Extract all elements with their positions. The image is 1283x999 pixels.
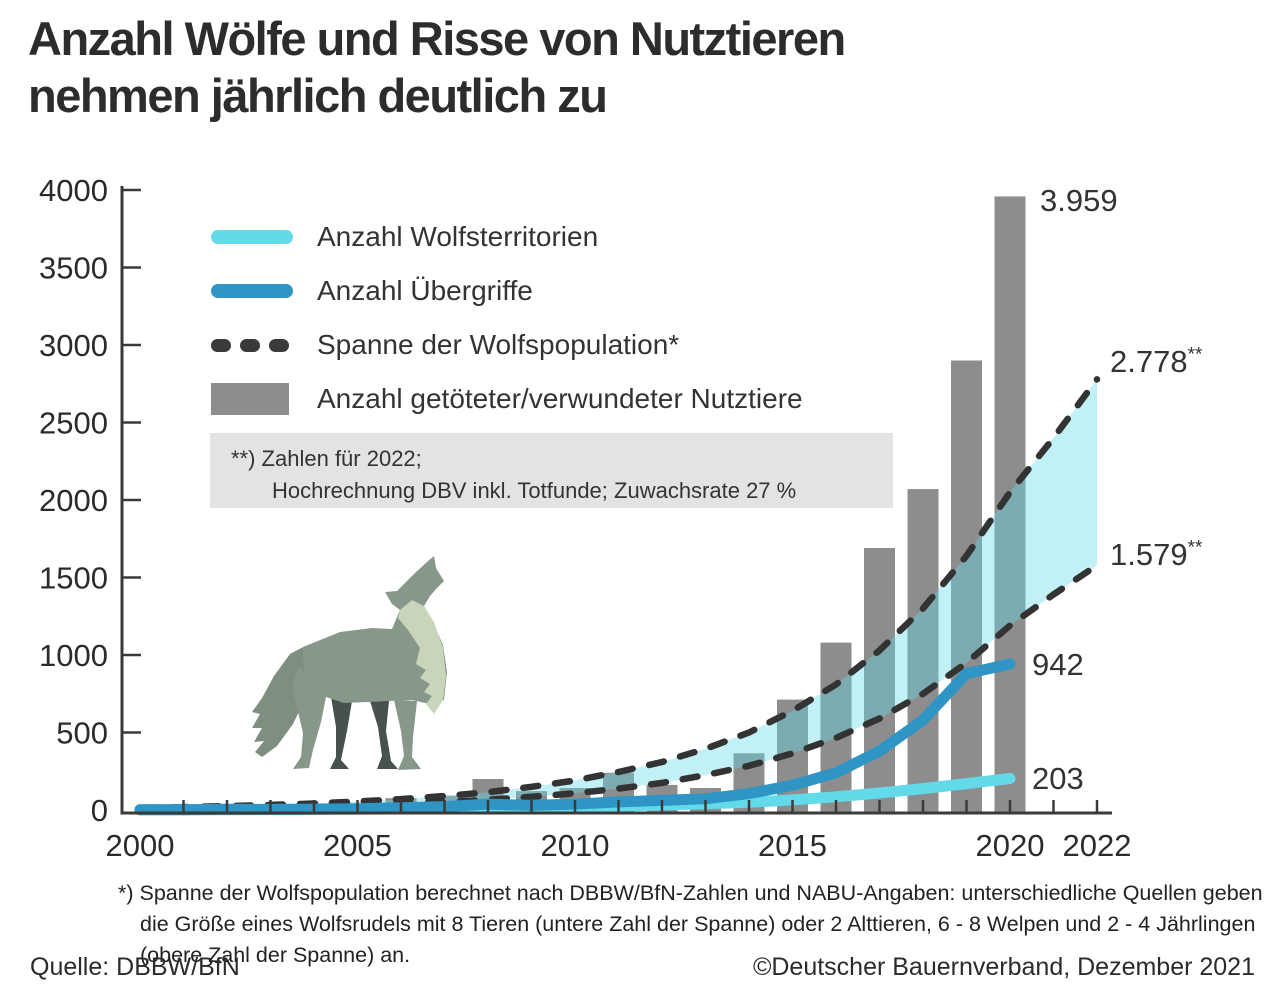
wolf-far-hind-leg: [330, 697, 352, 769]
note-line2: Hochrechnung DBV inkl. Totfunde; Zuwachs…: [272, 478, 797, 503]
y-axis: 0 500 1000 1500 2000 2500 3000 3500 4000: [39, 173, 141, 828]
attacks-line-swatch: [211, 284, 293, 298]
y-tick-label-2500: 2500: [39, 406, 108, 441]
footnote-line1: *) Spanne der Wolfspopulation berechnet …: [118, 881, 1263, 905]
x-tick-label-2015: 2015: [758, 828, 827, 863]
footnote-line3: (obere Zahl der Spanne) an.: [140, 943, 411, 967]
legend-item-livestock-bars: Anzahl getöteter/verwundeter Nutztiere: [211, 372, 803, 426]
x-tick-label-2005: 2005: [323, 828, 392, 863]
legend-label: Spanne der Wolfspopulation*: [317, 329, 680, 360]
wolf-near-front-leg: [394, 700, 421, 770]
bar-2019: [951, 360, 982, 812]
legend-item-attacks: Anzahl Übergriffe: [211, 264, 803, 318]
chart-title: Anzahl Wölfe und Risse von Nutztieren ne…: [28, 10, 846, 125]
chart-title-line2: nehmen jährlich deutlich zu: [28, 69, 608, 123]
band-lower-value: 1.579: [1110, 537, 1188, 572]
copyright-label: ©Deutscher Bauernverband, Dezember 2021: [752, 953, 1255, 981]
y-tick-label-4000: 4000: [39, 173, 108, 208]
chart-title-line1: Anzahl Wölfe und Risse von Nutztieren: [28, 12, 846, 65]
y-tick-label-0: 0: [91, 793, 108, 828]
bar-2017: [864, 548, 895, 812]
legend-label: Anzahl Übergriffe: [317, 275, 533, 306]
band-upper-value-label: 2.778**: [1110, 344, 1202, 380]
footnote-population-range: *) Spanne der Wolfspopulation berechnet …: [118, 878, 1263, 971]
y-tick-label-1000: 1000: [39, 638, 108, 673]
bar-2020-value-label: 3.959: [1040, 183, 1118, 218]
legend: Anzahl Wolfsterritorien Anzahl Übergriff…: [211, 210, 803, 426]
territories-2020-value-label: 203: [1032, 761, 1084, 796]
territories-line-swatch: [211, 230, 293, 244]
bar-2016: [820, 642, 852, 812]
population-dash-swatch: [211, 338, 293, 352]
x-tick-label-2020: 2020: [976, 828, 1045, 863]
y-tick-label-2000: 2000: [39, 483, 108, 518]
legend-label: Anzahl Wolfsterritorien: [317, 221, 599, 252]
band-upper-value: 2.778: [1110, 344, 1188, 379]
band-upper-stars: **: [1187, 344, 1203, 366]
legend-item-population-range: Spanne der Wolfspopulation*: [211, 318, 803, 372]
y-tick-label-3000: 3000: [39, 328, 108, 363]
y-tick-label-3500: 3500: [39, 251, 108, 286]
x-tick-label-2000: 2000: [106, 828, 175, 863]
wolf-chest-patch: [398, 600, 446, 714]
note-line1: **) Zahlen für 2022;: [231, 446, 422, 471]
attacks-2020-value-label: 942: [1032, 647, 1084, 682]
x-tick-label-2022: 2022: [1063, 828, 1132, 863]
bars-series: [211, 196, 1026, 812]
legend-label: Anzahl getöteter/verwundeter Nutztiere: [317, 383, 803, 414]
y-tick-label-500: 500: [56, 716, 108, 751]
footnote-line2: die Größe eines Wolfsrudels mit 8 Tieren…: [140, 912, 1256, 936]
source-label: Quelle: DBBW/BfN: [30, 953, 240, 981]
wolf-illustration: [252, 556, 447, 770]
note-box-2022: **) Zahlen für 2022; Hochrechnung DBV in…: [210, 433, 893, 508]
livestock-bar-swatch: [211, 383, 293, 415]
band-lower-value-label: 1.579**: [1110, 537, 1202, 573]
wolf-body-and-head: [303, 556, 447, 704]
x-axis: 2000 2005 2010 2015 2020 2022: [106, 800, 1132, 863]
y-tick-label-1500: 1500: [39, 561, 108, 596]
bar-2018: [907, 489, 939, 812]
band-lower-stars: **: [1187, 537, 1203, 559]
wolf-far-front-leg: [370, 701, 398, 769]
x-tick-label-2010: 2010: [541, 828, 610, 863]
legend-item-territories: Anzahl Wolfsterritorien: [211, 210, 803, 264]
population-band-area: [140, 379, 1097, 809]
